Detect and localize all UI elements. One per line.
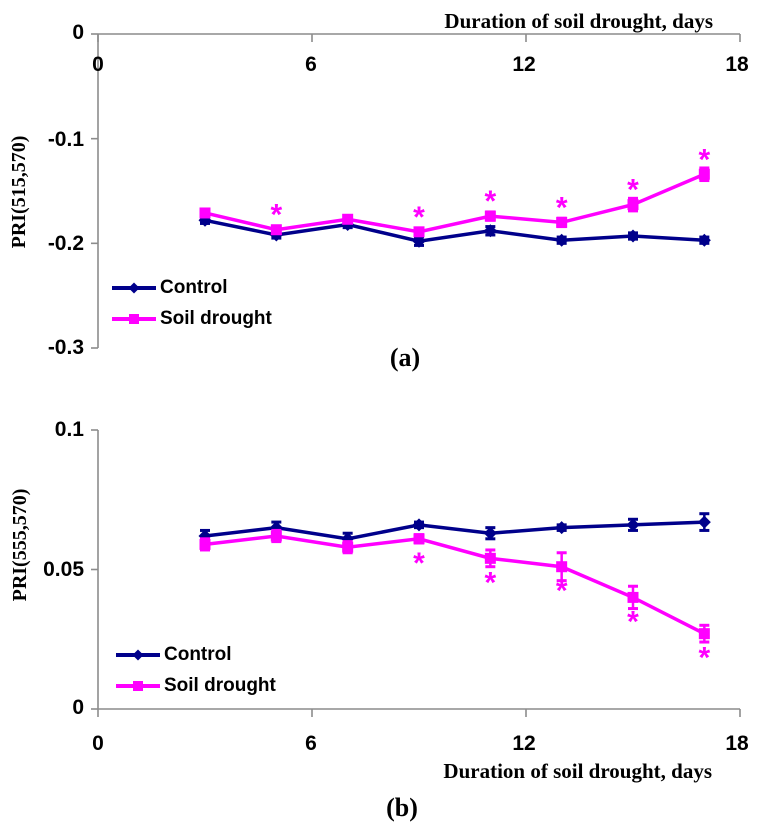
panel-b-y-axis-title: PRI(555,570) — [9, 488, 31, 602]
data-point-square — [413, 226, 425, 238]
panel-a-x-axis-title: Duration of soil drought, days — [444, 9, 713, 33]
data-point-square — [199, 207, 211, 219]
data-point-square — [627, 591, 639, 603]
panel-b-y-tick-label-0: 0.1 — [54, 418, 84, 441]
data-point-square — [627, 199, 639, 211]
panel-a-y-tick-label-3: -0.3 — [47, 336, 84, 359]
significance-asterisk: * — [698, 143, 710, 176]
significance-asterisk: * — [484, 566, 496, 599]
panel-b-legend-label-control: Control — [164, 644, 232, 665]
panel-a-x-tick-label-0: 0 — [92, 53, 104, 76]
panel-a-legend-label-drought: Soil drought — [160, 308, 272, 329]
series-line-square — [204, 172, 706, 234]
significance-asterisk: * — [627, 605, 639, 638]
data-point-diamond — [626, 518, 640, 532]
data-point-square — [270, 530, 282, 542]
data-point-diamond — [697, 233, 711, 247]
data-point-square — [556, 216, 568, 228]
panel-b-y-tick-label-2: 0 — [72, 696, 84, 719]
panel-b-x-tick-label-2: 12 — [512, 732, 536, 755]
panel-b-y-tick-label-1: 0.05 — [43, 558, 84, 581]
panel-a-legend-label-control: Control — [160, 277, 228, 298]
panel-a-x-tick-label-1: 6 — [305, 53, 317, 76]
panel-a-y-tick-label-2: -0.2 — [47, 232, 84, 255]
legend-key-square — [133, 681, 143, 691]
series-line-square — [204, 534, 706, 636]
legend-key-square — [129, 314, 139, 324]
panel-a-y-tick-label-1: -0.1 — [47, 128, 84, 151]
panel-b-x-tick-label-1: 6 — [305, 732, 317, 755]
significance-asterisk: * — [413, 201, 425, 234]
significance-asterisk: * — [556, 575, 568, 608]
legend-key-diamond — [128, 282, 140, 294]
data-point-square — [556, 561, 568, 573]
data-point-diamond — [412, 234, 426, 248]
data-point-diamond — [626, 229, 640, 243]
data-point-square — [342, 541, 354, 553]
data-point-diamond — [483, 526, 497, 540]
data-point-square — [270, 224, 282, 236]
panel-a-x-tick-label-2: 12 — [512, 53, 536, 76]
data-point-square — [698, 168, 710, 180]
significance-asterisk: * — [484, 185, 496, 218]
data-point-diamond — [412, 518, 426, 532]
data-point-square — [413, 533, 425, 545]
panel-b-x-tick-label-0: 0 — [92, 732, 104, 755]
series-line-diamond — [204, 218, 705, 244]
panel-b-x-axis-title: Duration of soil drought, days — [443, 759, 712, 783]
data-point-square — [698, 628, 710, 640]
panel-b-label: (b) — [386, 793, 418, 822]
data-point-diamond — [697, 515, 711, 529]
significance-asterisk: * — [556, 191, 568, 224]
data-point-square — [484, 552, 496, 564]
data-point-diamond — [555, 233, 569, 247]
significance-asterisk: * — [627, 174, 639, 207]
series-line-diamond — [204, 520, 705, 541]
significance-asterisk: * — [698, 642, 710, 675]
data-point-square — [484, 210, 496, 222]
data-point-diamond — [483, 224, 497, 238]
panel-a-label: (a) — [389, 343, 421, 372]
panel-a-x-tick-label-3: 18 — [725, 53, 749, 76]
panel-a-y-tick-label-0: 0 — [72, 21, 84, 44]
data-point-diamond — [555, 521, 569, 535]
data-point-square — [342, 213, 354, 225]
significance-asterisk: * — [270, 199, 282, 232]
data-point-square — [199, 538, 211, 550]
significance-asterisk: * — [413, 547, 425, 580]
legend-key-diamond — [132, 649, 144, 661]
panel-b-legend-label-drought: Soil drought — [164, 675, 276, 696]
panel-b-x-tick-label-3: 18 — [725, 732, 749, 755]
